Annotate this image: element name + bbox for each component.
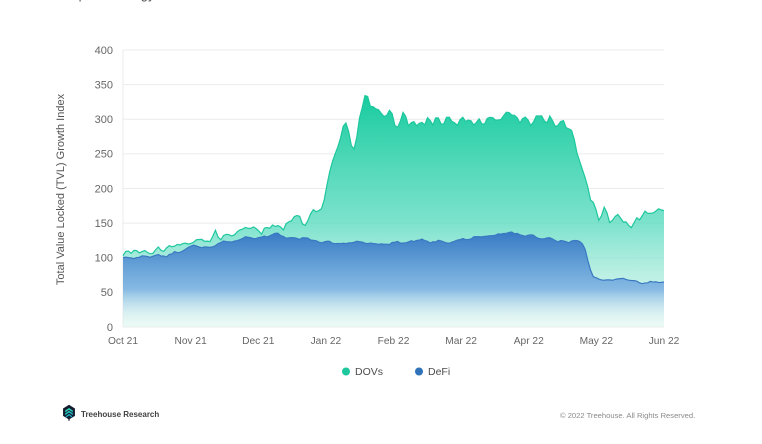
svg-text:100: 100 [95, 253, 113, 265]
svg-text:Apr 22: Apr 22 [514, 336, 544, 347]
svg-text:Jan 22: Jan 22 [311, 336, 342, 347]
svg-text:Nov 21: Nov 21 [174, 336, 207, 347]
svg-text:DOVs: DOVs [355, 366, 383, 378]
svg-text:350: 350 [95, 79, 113, 91]
svg-text:DeFi: DeFi [428, 366, 450, 378]
svg-text:300: 300 [95, 114, 113, 126]
svg-text:Jun 22: Jun 22 [649, 336, 680, 347]
svg-text:Oct 21: Oct 21 [108, 336, 138, 347]
svg-text:Feb 22: Feb 22 [378, 336, 410, 347]
svg-text:150: 150 [95, 218, 113, 230]
svg-text:250: 250 [95, 149, 113, 161]
svg-text:400: 400 [95, 45, 113, 57]
svg-text:May 22: May 22 [580, 336, 614, 347]
svg-text:Dec 21: Dec 21 [242, 336, 275, 347]
svg-text:200: 200 [95, 183, 113, 195]
svg-text:0: 0 [107, 322, 113, 334]
svg-text:Mar 22: Mar 22 [445, 336, 477, 347]
svg-text:50: 50 [101, 287, 113, 299]
